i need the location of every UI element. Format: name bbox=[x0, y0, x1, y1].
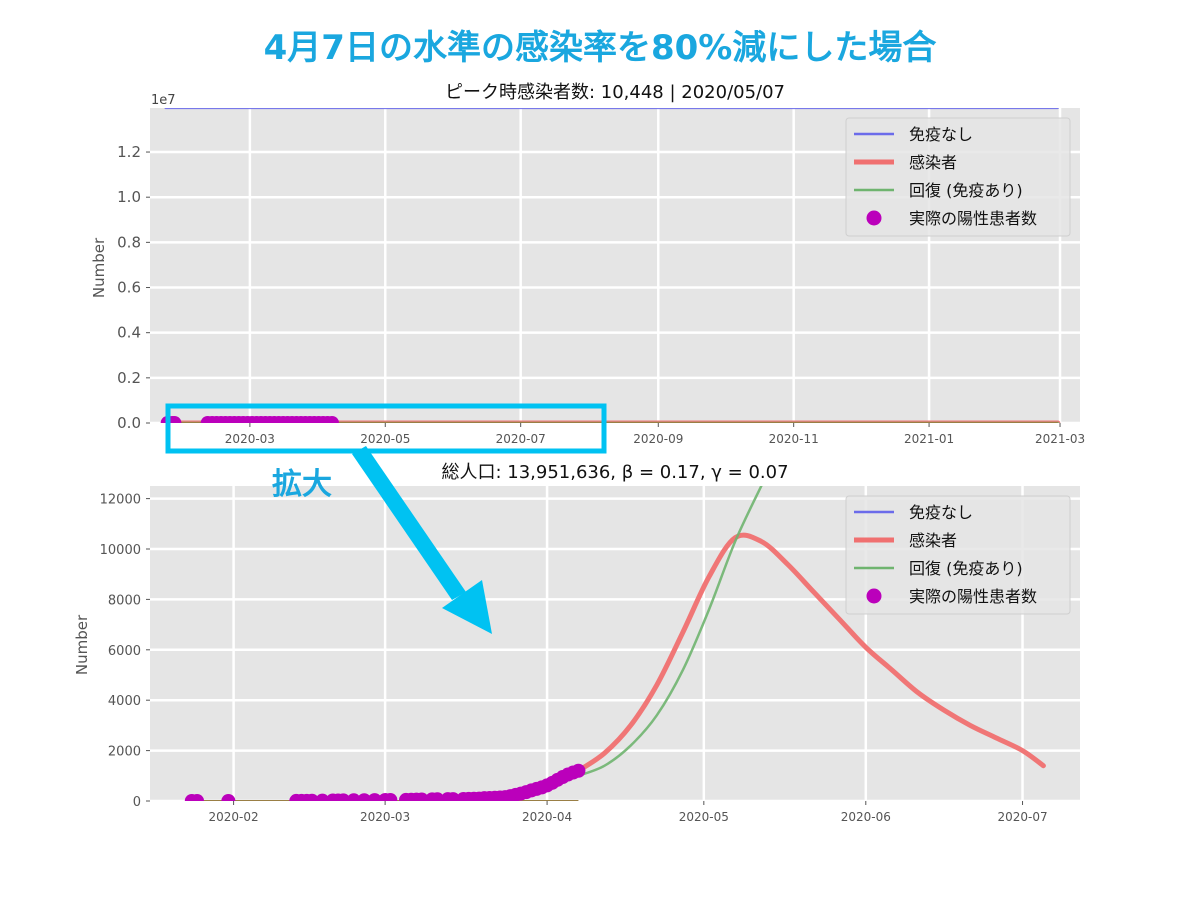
zoom-box bbox=[165, 403, 607, 454]
x-tick-label: 2020-11 bbox=[769, 432, 819, 446]
top-y-scale-note: 1e7 bbox=[151, 93, 176, 108]
actual-case-point bbox=[571, 763, 586, 778]
top-y-axis-label: Number bbox=[90, 237, 108, 298]
legend-marker-actual bbox=[866, 588, 882, 604]
bottom-grid bbox=[150, 486, 1080, 803]
legend-label-infected: 感染者 bbox=[909, 531, 957, 550]
x-tick-label: 2020-04 bbox=[522, 810, 572, 824]
top-chart: 2020-03 2020-05 2020-07 2020-09 2020-11 2021-… bbox=[90, 82, 1085, 446]
y-tick-label: 2000 bbox=[108, 745, 141, 760]
actual-case-point bbox=[325, 416, 340, 423]
actual-case-point bbox=[221, 793, 236, 801]
x-tick-label: 2020-07 bbox=[496, 432, 546, 446]
y-tick-label: 10000 bbox=[100, 543, 141, 558]
bottom-series bbox=[184, 486, 1046, 801]
legend-label-recovered: 回復 (免疫あり) bbox=[909, 181, 1023, 200]
x-tick-label: 2020-03 bbox=[360, 810, 410, 824]
legend-label-infected: 感染者 bbox=[909, 153, 957, 172]
y-tick-label: 0.6 bbox=[117, 279, 141, 297]
legend-label-no_immunity: 免疫なし bbox=[909, 125, 973, 144]
y-tick-label: 0.4 bbox=[117, 324, 141, 342]
top-chart-title: ピーク時感染者数: 10,448 | 2020/05/07 bbox=[445, 82, 785, 103]
x-tick-label: 2020-06 bbox=[841, 810, 891, 824]
actual-case-point bbox=[357, 793, 372, 801]
bottom-chart-title: 総人口: 13,951,636, β = 0.17, γ = 0.07 bbox=[441, 462, 788, 483]
x-tick-label: 2020-07 bbox=[997, 810, 1047, 824]
main-title: 4月7日の水準の感染率を80%減にした場合 bbox=[263, 28, 937, 68]
x-tick-label: 2020-09 bbox=[633, 432, 683, 446]
y-tick-label: 8000 bbox=[108, 593, 141, 608]
actual-case-point bbox=[190, 793, 205, 801]
actual-case-point bbox=[383, 792, 398, 801]
y-tick-label: 1.2 bbox=[117, 143, 141, 161]
top-ticks: 2020-03 2020-05 2020-07 2020-09 2020-11 2021-… bbox=[117, 143, 1085, 446]
y-tick-label: 12000 bbox=[100, 493, 141, 508]
actual-case-point bbox=[315, 793, 330, 801]
y-tick-label: 0 bbox=[133, 795, 141, 810]
legend-label-actual: 実際の陽性患者数 bbox=[909, 587, 1037, 606]
y-tick-label: 6000 bbox=[108, 644, 141, 659]
legend-label-actual: 実際の陽性患者数 bbox=[909, 209, 1037, 228]
actual-case-point bbox=[167, 416, 182, 423]
x-tick-label: 2020-02 bbox=[209, 810, 259, 824]
legend-marker-actual bbox=[866, 210, 882, 226]
legend-label-recovered: 回復 (免疫あり) bbox=[909, 559, 1023, 578]
bottom-chart: 2020-02 2020-03 2020-04 2020-05 2020-06 2020-… bbox=[73, 462, 1080, 824]
y-tick-label: 0.0 bbox=[117, 414, 141, 432]
x-tick-label: 2021-01 bbox=[904, 432, 954, 446]
legend-label-no_immunity: 免疫なし bbox=[909, 503, 973, 522]
actual-case-point bbox=[336, 793, 351, 801]
y-tick-label: 4000 bbox=[108, 694, 141, 709]
x-tick-label: 2020-05 bbox=[360, 432, 410, 446]
bottom-ticks: 2020-02 2020-03 2020-04 2020-05 2020-06 2020-… bbox=[100, 493, 1048, 824]
zoom-arrow bbox=[352, 446, 466, 600]
y-tick-label: 1.0 bbox=[117, 188, 141, 206]
actual-case-point bbox=[304, 793, 319, 801]
series-line-infected bbox=[575, 532, 1046, 774]
zoom-annotation: 拡大 bbox=[165, 403, 607, 634]
zoom-arrow-head bbox=[442, 580, 492, 634]
x-tick-label: 2020-05 bbox=[679, 810, 729, 824]
legend-box bbox=[845, 495, 1071, 615]
legend-box bbox=[845, 117, 1071, 237]
actual-case-point bbox=[346, 793, 361, 801]
y-tick-label: 0.2 bbox=[117, 369, 141, 387]
zoom-label: 拡大 bbox=[272, 467, 332, 502]
bottom-y-axis-label: Number bbox=[73, 614, 91, 675]
series-line-recovered bbox=[577, 486, 763, 778]
x-tick-label: 2021-03 bbox=[1035, 432, 1085, 446]
actual-case-point bbox=[367, 793, 382, 801]
y-tick-label: 0.8 bbox=[117, 233, 141, 251]
x-tick-label: 2020-03 bbox=[225, 432, 275, 446]
